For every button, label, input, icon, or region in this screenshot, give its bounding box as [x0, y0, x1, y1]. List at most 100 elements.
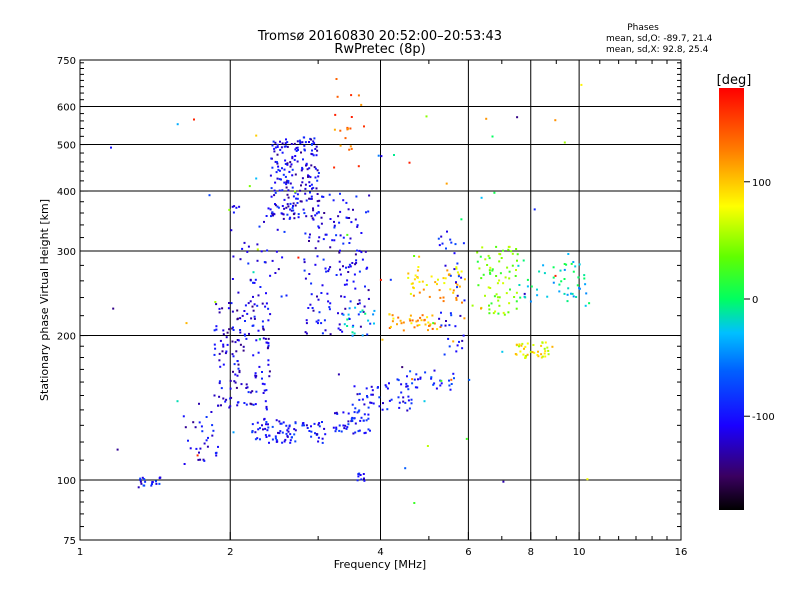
data-point [426, 445, 429, 447]
data-point [202, 458, 205, 461]
data-point [496, 296, 499, 299]
data-point [269, 208, 272, 211]
data-point [309, 176, 312, 179]
data-point [264, 305, 267, 308]
data-point [231, 310, 234, 313]
data-point [218, 380, 221, 383]
data-point [310, 195, 313, 198]
data-point [508, 277, 511, 280]
data-point [308, 141, 310, 143]
data-point [266, 429, 269, 432]
data-point [139, 479, 142, 482]
data-point [251, 305, 254, 308]
data-point [256, 421, 259, 424]
data-point [404, 467, 407, 470]
data-point [346, 233, 349, 236]
data-point [389, 325, 392, 328]
data-point [255, 177, 258, 180]
data-point [286, 163, 289, 166]
data-point [342, 424, 345, 427]
data-point [348, 318, 351, 320]
data-point [385, 385, 388, 388]
data-point [445, 320, 447, 322]
data-point [278, 169, 281, 172]
data-point [274, 435, 277, 438]
data-point [259, 286, 262, 288]
data-point [258, 338, 261, 341]
data-point [519, 296, 522, 299]
data-point [290, 163, 293, 166]
data-point [295, 150, 298, 152]
data-point [583, 277, 586, 280]
data-point [445, 247, 447, 250]
data-point [463, 299, 466, 302]
data-point [239, 258, 242, 261]
data-point [461, 339, 464, 342]
data-point [353, 385, 356, 388]
data-point [354, 431, 357, 434]
data-point [247, 391, 250, 394]
data-point [432, 322, 435, 325]
data-point [537, 350, 539, 353]
data-point [486, 264, 489, 266]
stats-x-line: mean, sd,X: 92.8, 25.4 [606, 45, 709, 55]
data-point [400, 322, 403, 325]
data-point [285, 294, 288, 297]
data-point [406, 375, 408, 378]
data-point [432, 383, 435, 386]
data-point [267, 342, 270, 345]
data-point [426, 316, 429, 319]
data-point [350, 221, 353, 224]
data-point [519, 350, 522, 353]
data-point [294, 204, 297, 207]
data-point [225, 350, 228, 353]
data-point [228, 406, 231, 409]
data-point [271, 438, 274, 441]
data-point [292, 213, 295, 216]
data-point [203, 442, 206, 445]
data-point [356, 303, 359, 305]
data-point [337, 373, 340, 376]
data-point [328, 308, 331, 311]
data-point [198, 451, 200, 454]
data-point [350, 418, 353, 420]
data-point [358, 398, 361, 401]
data-point [299, 189, 302, 192]
data-point [410, 398, 413, 401]
data-point [453, 252, 456, 255]
data-point [413, 378, 416, 381]
data-point [274, 437, 277, 440]
data-point [413, 326, 416, 329]
data-point [333, 226, 336, 229]
data-point [277, 431, 279, 434]
data-point [409, 292, 412, 295]
data-point [407, 276, 410, 279]
data-point [440, 235, 443, 238]
data-point [284, 438, 287, 441]
data-point [267, 207, 270, 210]
data-point [297, 213, 300, 216]
data-point [498, 304, 501, 307]
data-point [309, 303, 312, 306]
data-point [439, 384, 442, 387]
data-point [455, 267, 458, 270]
data-point [409, 370, 412, 373]
data-point [437, 278, 439, 281]
data-point [424, 371, 427, 374]
data-point [268, 441, 270, 444]
data-point [281, 189, 284, 192]
data-point [359, 474, 362, 476]
data-point [578, 263, 581, 266]
data-point [220, 387, 223, 390]
data-point [416, 386, 419, 389]
data-point [365, 387, 368, 390]
data-point [407, 388, 410, 391]
data-point [350, 94, 353, 97]
data-point [563, 292, 566, 295]
data-point [296, 197, 299, 200]
data-point [315, 187, 318, 190]
data-point [321, 332, 324, 335]
data-point [388, 382, 390, 385]
data-point [501, 350, 504, 353]
data-point [320, 322, 323, 325]
